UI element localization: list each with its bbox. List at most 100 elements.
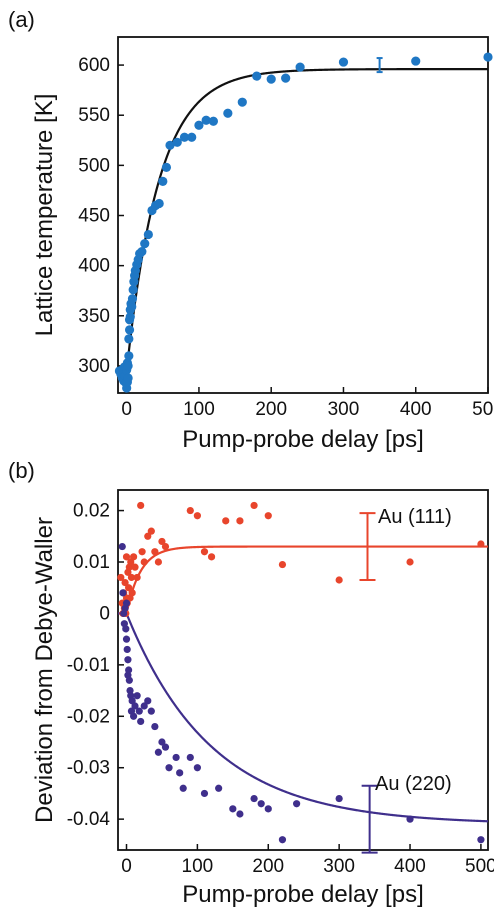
panel-b-fit-curves: [118, 545, 489, 823]
panel-a-x-ticks: 0 100 200 300 400 500: [121, 387, 494, 420]
data-point: [133, 692, 141, 700]
data-point: [186, 753, 194, 762]
data-point: [158, 176, 168, 187]
panel-a-y-tick-label: 600: [78, 55, 110, 76]
data-point: [223, 108, 233, 118]
data-point: [187, 132, 197, 142]
data-point: [222, 517, 230, 525]
data-point: [124, 351, 134, 361]
data-point: [165, 140, 175, 150]
data-point: [125, 312, 135, 322]
data-point: [127, 573, 136, 582]
panel-a-y-tick-label: 500: [78, 155, 110, 176]
data-point: [477, 836, 485, 844]
data-point: [122, 635, 131, 643]
data-point: [338, 57, 349, 67]
data-point: [135, 707, 143, 715]
data-point: [161, 162, 172, 172]
panel-a-y-tick-label: 350: [78, 306, 110, 327]
data-point: [127, 302, 137, 312]
panel-a-x-tick-label: 0: [121, 399, 132, 420]
panel-a-x-tick-label: 200: [255, 399, 287, 420]
data-point: [124, 334, 134, 344]
data-point: [264, 512, 272, 520]
data-point: [236, 810, 244, 818]
panel-a-plot-frame: [117, 36, 489, 394]
panel-a-data-points: [114, 52, 493, 393]
data-point: [264, 805, 272, 813]
panel-a-y-tick-label: 400: [78, 256, 110, 277]
data-point: [117, 573, 125, 582]
data-point: [281, 73, 291, 83]
data-point: [144, 532, 152, 540]
panel-b-y-tick-label: 0: [99, 603, 110, 624]
data-point: [165, 764, 173, 772]
data-point: [140, 702, 148, 710]
panel-b-x-tick-label: 0: [121, 856, 132, 877]
panel-b-y-tick-label: -0.01: [67, 655, 110, 676]
data-point: [406, 558, 414, 566]
data-point: [172, 137, 182, 147]
panel-b-y-tick-label: -0.03: [67, 758, 110, 779]
data-point: [477, 540, 485, 548]
data-point: [147, 707, 155, 715]
panel-b-x-ticks: 0 100 200 300 400 500: [121, 844, 494, 877]
data-point: [123, 645, 131, 654]
data-point: [128, 285, 138, 295]
panel-a-x-tick-label: 500: [472, 399, 494, 420]
panel-a-fit-curve: [118, 67, 488, 373]
data-point: [193, 512, 201, 520]
data-point: [154, 558, 163, 566]
data-point: [200, 548, 209, 556]
data-point: [335, 794, 343, 803]
data-point: [124, 656, 132, 664]
data-point: [172, 753, 180, 762]
data-point: [250, 501, 258, 510]
data-point: [229, 805, 237, 813]
data-point: [278, 560, 287, 569]
data-point: [179, 784, 187, 792]
series-label-au-111: Au (111): [378, 506, 452, 528]
data-point: [207, 553, 216, 561]
panel-b-x-tick-label: 200: [252, 856, 284, 877]
data-point: [250, 794, 258, 803]
series-label-au-220: Au (220): [375, 773, 452, 795]
data-point: [158, 738, 166, 746]
data-point: [151, 722, 159, 731]
data-point: [411, 56, 421, 66]
data-point: [123, 373, 133, 383]
data-point: [121, 578, 129, 587]
data-point: [147, 527, 155, 535]
data-point: [137, 717, 145, 726]
data-point: [158, 537, 166, 546]
panel-a-x-tick-label: 400: [400, 399, 432, 420]
fit-curve-au-220: [118, 612, 489, 823]
panel-a-y-tick-label: 300: [78, 356, 110, 377]
panel-b-data-points: [117, 501, 485, 844]
data-point: [125, 666, 133, 674]
data-point: [125, 676, 133, 684]
data-point: [200, 789, 209, 798]
panel-b-y-tick-label: 0.02: [73, 501, 110, 522]
data-point: [257, 800, 265, 808]
panel-a-x-axis-label: Pump-probe delay [ps]: [182, 426, 423, 453]
data-point: [293, 800, 301, 808]
data-point: [131, 702, 139, 710]
panel-b-x-tick-label: 400: [394, 856, 426, 877]
data-point: [161, 743, 170, 751]
data-point: [161, 542, 170, 551]
panel-b-y-tick-label: -0.04: [67, 809, 111, 830]
data-point: [201, 115, 211, 125]
panel-b-plot-frame: [117, 489, 489, 851]
data-point: [151, 548, 159, 556]
panel-a-x-tick-label: 300: [328, 399, 360, 420]
data-point: [129, 553, 138, 561]
panel-b-y-axis-label: Deviation from Debye-Waller: [31, 517, 58, 823]
panel-b-y-ticks: 0.02 0.01 0 -0.01 -0.02 -0.03 -0.04: [67, 501, 124, 830]
data-point: [125, 584, 133, 592]
data-point: [193, 764, 201, 772]
data-point: [128, 589, 136, 597]
panel-a-y-tick-label: 550: [78, 105, 110, 126]
data-point: [406, 815, 414, 823]
